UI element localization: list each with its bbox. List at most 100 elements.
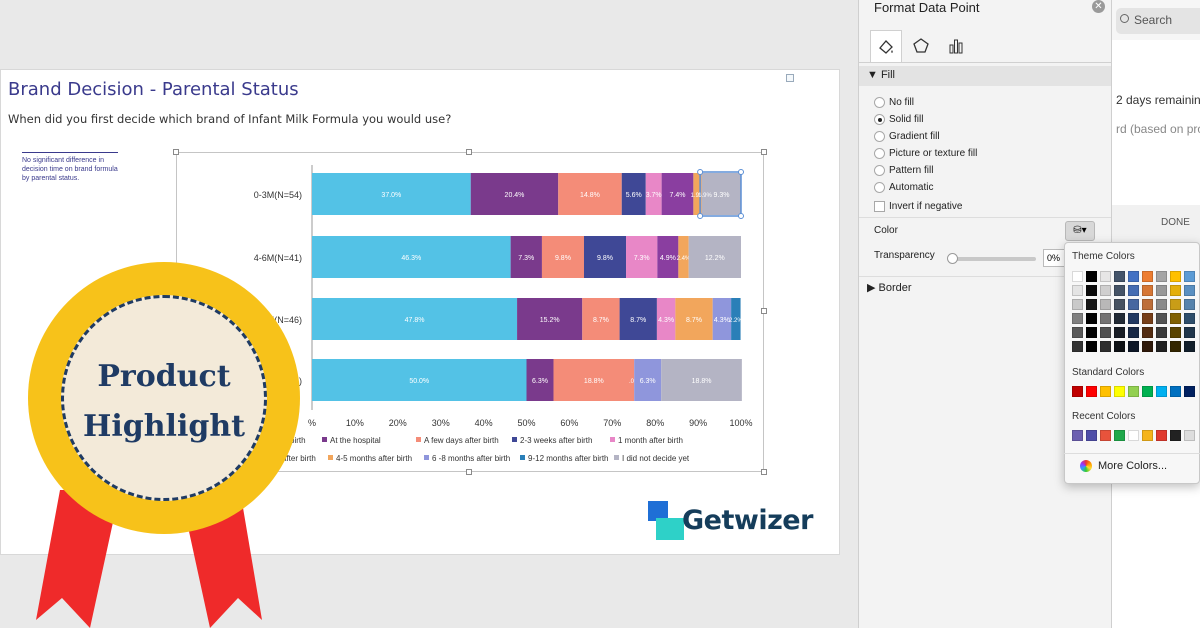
stacked-bar-chart[interactable]: % 10% 20% 30% 40% 50% 60% 70% 80% 90% 100% 0-3M(N=5… [0, 0, 840, 480]
theme-color-swatch[interactable] [1128, 299, 1139, 310]
bar-segment[interactable] [688, 236, 741, 278]
standard-color-swatch[interactable] [1086, 386, 1097, 397]
bar-segment[interactable] [657, 236, 679, 278]
radio-button[interactable] [874, 165, 885, 176]
selected-point-outline[interactable] [699, 171, 742, 217]
bar-segment[interactable] [675, 298, 713, 340]
bar-segment[interactable] [582, 298, 620, 340]
bar-segment[interactable] [312, 173, 471, 215]
standard-color-swatch[interactable] [1072, 386, 1083, 397]
bar-segment[interactable] [626, 236, 658, 278]
bar-segment[interactable] [541, 236, 584, 278]
border-section-header[interactable]: ▶ Border [859, 276, 1069, 298]
theme-color-swatch[interactable] [1086, 299, 1097, 310]
theme-color-swatch[interactable] [1086, 313, 1097, 324]
invert-if-negative[interactable]: Invert if negative [874, 199, 962, 214]
theme-color-swatch[interactable] [1184, 271, 1195, 282]
resize-handle[interactable] [466, 469, 472, 475]
theme-color-swatch[interactable] [1100, 327, 1111, 338]
standard-color-swatch[interactable] [1100, 386, 1111, 397]
search-field[interactable]: Search [1116, 8, 1200, 34]
theme-color-swatch[interactable] [1072, 299, 1083, 310]
theme-color-swatch[interactable] [1086, 341, 1097, 352]
bar-segment[interactable] [661, 173, 694, 215]
bar-segment[interactable] [312, 359, 527, 401]
theme-color-swatch[interactable] [1072, 313, 1083, 324]
fill-option-pattern-fill[interactable]: Pattern fill [874, 163, 933, 178]
theme-color-swatch[interactable] [1114, 271, 1125, 282]
recent-color-swatch[interactable] [1128, 430, 1139, 441]
fill-option-gradient-fill[interactable]: Gradient fill [874, 129, 940, 144]
theme-color-swatch[interactable] [1072, 327, 1083, 338]
theme-color-swatch[interactable] [1170, 313, 1181, 324]
bar-segment[interactable] [526, 359, 554, 401]
radio-button[interactable] [874, 148, 885, 159]
bar-segment[interactable] [678, 236, 689, 278]
theme-color-swatch[interactable] [1072, 341, 1083, 352]
bar-segment[interactable] [645, 173, 662, 215]
theme-color-swatch[interactable] [1142, 271, 1153, 282]
color-picker-button[interactable]: ⛁▾ [1065, 221, 1095, 241]
theme-color-swatch[interactable] [1100, 313, 1111, 324]
theme-color-swatch[interactable] [1184, 327, 1195, 338]
theme-color-swatch[interactable] [1086, 285, 1097, 296]
bar-segment[interactable] [656, 298, 676, 340]
theme-color-swatch[interactable] [1142, 341, 1153, 352]
legend-swatch[interactable] [614, 455, 619, 460]
legend-swatch[interactable] [416, 437, 421, 442]
theme-color-swatch[interactable] [1184, 285, 1195, 296]
theme-color-swatch[interactable] [1128, 313, 1139, 324]
recent-color-swatch[interactable] [1142, 430, 1153, 441]
done-button[interactable]: DONE [1161, 217, 1190, 228]
bar-segment[interactable] [712, 298, 732, 340]
recent-color-swatch[interactable] [1114, 430, 1125, 441]
fill-option-solid-fill[interactable]: Solid fill [874, 112, 923, 127]
tab-series-options[interactable] [940, 30, 972, 62]
fill-option-automatic[interactable]: Automatic [874, 180, 933, 195]
theme-color-swatch[interactable] [1086, 271, 1097, 282]
theme-color-swatch[interactable] [1156, 271, 1167, 282]
theme-color-swatch[interactable] [1114, 299, 1125, 310]
recent-color-swatch[interactable] [1170, 430, 1181, 441]
bar-segment[interactable] [517, 298, 583, 340]
standard-color-swatch[interactable] [1184, 386, 1195, 397]
theme-color-swatch[interactable] [1114, 285, 1125, 296]
bar-segment[interactable] [558, 173, 622, 215]
theme-color-swatch[interactable] [1114, 327, 1125, 338]
bar-segment[interactable] [312, 236, 511, 278]
legend-swatch[interactable] [512, 437, 517, 442]
theme-color-swatch[interactable] [1156, 313, 1167, 324]
theme-color-swatch[interactable] [1128, 327, 1139, 338]
fill-option-picture-fill[interactable]: Picture or texture fill [874, 146, 977, 161]
theme-color-swatch[interactable] [1100, 299, 1111, 310]
slider-handle[interactable] [947, 253, 958, 264]
resize-handle[interactable] [173, 149, 179, 155]
theme-color-swatch[interactable] [1072, 285, 1083, 296]
theme-color-swatch[interactable] [1086, 327, 1097, 338]
legend-swatch[interactable] [610, 437, 615, 442]
theme-color-swatch[interactable] [1170, 299, 1181, 310]
theme-color-swatch[interactable] [1142, 299, 1153, 310]
recent-color-swatch[interactable] [1100, 430, 1111, 441]
bar-segment[interactable] [583, 236, 627, 278]
transparency-slider[interactable] [952, 257, 1036, 261]
theme-color-swatch[interactable] [1170, 285, 1181, 296]
theme-color-swatch[interactable] [1170, 341, 1181, 352]
fill-option-no-fill[interactable]: No fill [874, 95, 914, 110]
resize-handle[interactable] [761, 308, 767, 314]
theme-color-swatch[interactable] [1128, 271, 1139, 282]
legend-swatch[interactable] [322, 437, 327, 442]
theme-color-swatch[interactable] [1100, 341, 1111, 352]
theme-color-swatch[interactable] [1170, 327, 1181, 338]
bar-segment[interactable] [634, 359, 662, 401]
close-icon[interactable]: ✕ [1092, 0, 1105, 13]
standard-color-swatch[interactable] [1114, 386, 1125, 397]
bar-segment[interactable] [621, 173, 646, 215]
theme-color-swatch[interactable] [1072, 271, 1083, 282]
resize-handle[interactable] [466, 149, 472, 155]
theme-color-swatch[interactable] [1184, 313, 1195, 324]
tab-fill-line[interactable] [870, 30, 902, 62]
theme-color-swatch[interactable] [1114, 313, 1125, 324]
bar-segment[interactable] [661, 359, 742, 401]
theme-color-swatch[interactable] [1156, 327, 1167, 338]
